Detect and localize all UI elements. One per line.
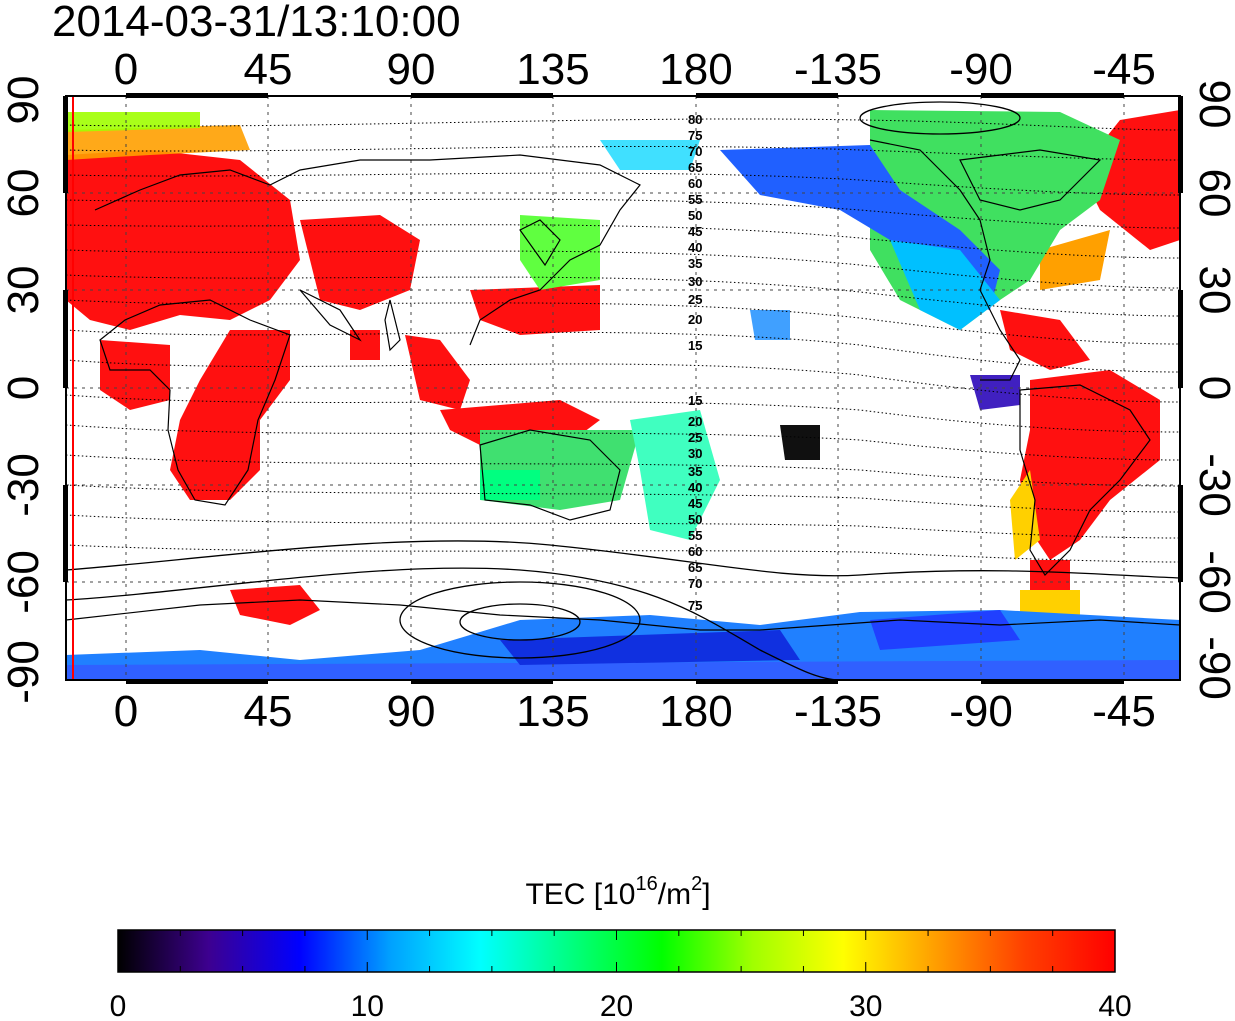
map-timestamp: 2014-03-31/13:10:00	[52, 0, 461, 46]
lat-tick-label: 90	[1190, 80, 1235, 129]
contour-label: 65	[688, 160, 702, 175]
colorbar-title-exp2: 2	[691, 873, 702, 895]
contour-label: 40	[688, 240, 702, 255]
contour-label: 70	[688, 144, 702, 159]
lon-tick-label: -90	[949, 687, 1013, 736]
lon-tick-label: 180	[659, 687, 732, 736]
tec-patches-mid	[66, 110, 1180, 680]
colorbar-title: TEC [1016/m2]	[525, 873, 710, 911]
contour-label: 35	[688, 464, 702, 479]
magnetic-pole-contours	[66, 101, 1180, 680]
lat-tick-label: -30	[0, 453, 48, 517]
lat-tick-label: 60	[0, 169, 48, 218]
lon-labels-bottom: 0 45 90 135 180 -135 -90 -45	[114, 687, 1156, 736]
lon-tick-label: 45	[244, 687, 293, 736]
colorbar-tick-label: 40	[1098, 990, 1131, 1021]
contour-label: 75	[688, 598, 702, 613]
contour-labels-north: 80 75 70 65 60 55 50 45 40 35 30 25 20 1…	[688, 112, 702, 353]
lat-tick-label: 30	[0, 266, 48, 315]
colorbar-title-mid: /m	[658, 878, 691, 911]
contour-label: 15	[688, 338, 702, 353]
contour-label: 45	[688, 224, 702, 239]
colorbar-tick-label: 20	[600, 990, 633, 1021]
contour-label: 70	[688, 576, 702, 591]
lat-tick-label: -30	[1190, 453, 1235, 517]
contour-label: 50	[688, 512, 702, 527]
lon-tick-label: 0	[114, 45, 138, 94]
contour-label: 15	[688, 393, 702, 408]
frame-tick-bars	[63, 93, 1183, 684]
colorbar-title-end: ]	[702, 878, 710, 911]
contour-label: 60	[688, 176, 702, 191]
lat-tick-label: 90	[0, 76, 48, 125]
lon-tick-label: 0	[114, 687, 138, 736]
contour-label: 45	[688, 496, 702, 511]
lat-tick-label: 60	[1190, 169, 1235, 218]
lat-tick-label: 0	[1190, 376, 1235, 400]
contour-label: 50	[688, 208, 702, 223]
contour-label: 20	[688, 414, 702, 429]
lon-tick-label: 180	[659, 45, 732, 94]
lat-labels-left: 90 60 30 0 -30 -60 -90	[0, 76, 48, 704]
contour-label: 35	[688, 256, 702, 271]
contour-label: 55	[688, 192, 702, 207]
lat-tick-label: -90	[1190, 636, 1235, 700]
lon-tick-label: -135	[794, 687, 882, 736]
lon-tick-label: -45	[1092, 45, 1156, 94]
lon-tick-label: 90	[387, 45, 436, 94]
colorbar-tick-label: 30	[849, 990, 882, 1021]
lat-tick-label: 30	[1190, 266, 1235, 315]
colorbar-tick-label: 10	[351, 990, 384, 1021]
colorbar-tick-labels: 0 10 20 30 40	[110, 990, 1132, 1021]
lon-labels-top: 0 45 90 135 180 -135 -90 -45	[114, 45, 1156, 94]
map-area: 80 75 70 65 60 55 50 45 40 35 30 25 20 1…	[66, 96, 1180, 680]
lat-tick-label: -90	[0, 640, 48, 704]
contour-label: 40	[688, 480, 702, 495]
contour-label: 25	[688, 430, 702, 445]
contour-label: 25	[688, 292, 702, 307]
contour-label: 30	[688, 274, 702, 289]
contour-label: 55	[688, 528, 702, 543]
lon-tick-label: 90	[387, 687, 436, 736]
contour-labels-south: 15 20 25 30 35 40 45 50 55 60 65 70 75	[688, 393, 702, 613]
lon-tick-label: -135	[794, 45, 882, 94]
contour-label: 20	[688, 312, 702, 327]
contour-label: 30	[688, 446, 702, 461]
lat-tick-label: -60	[0, 550, 48, 614]
lon-tick-label: 45	[244, 45, 293, 94]
contour-label: 80	[688, 112, 702, 127]
colorbar-title-exp1: 16	[636, 873, 658, 895]
lon-tick-label: -90	[949, 45, 1013, 94]
colorbar-ticks	[117, 930, 1116, 972]
magnetic-contours	[66, 118, 1180, 563]
lat-tick-label: 0	[0, 376, 48, 400]
colorbar-tick-label: 0	[110, 990, 127, 1021]
contour-label: 75	[688, 128, 702, 143]
colorbar-title-main: TEC [10	[525, 878, 635, 911]
lon-tick-label: 135	[516, 45, 589, 94]
contour-label: 65	[688, 560, 702, 575]
contour-label: 60	[688, 544, 702, 559]
lon-tick-label: -45	[1092, 687, 1156, 736]
lon-tick-label: 135	[516, 687, 589, 736]
lat-labels-right: 90 60 30 0 -30 -60 -90	[1190, 80, 1235, 700]
tec-patches-high	[66, 110, 1180, 625]
lat-tick-label: -60	[1190, 550, 1235, 614]
